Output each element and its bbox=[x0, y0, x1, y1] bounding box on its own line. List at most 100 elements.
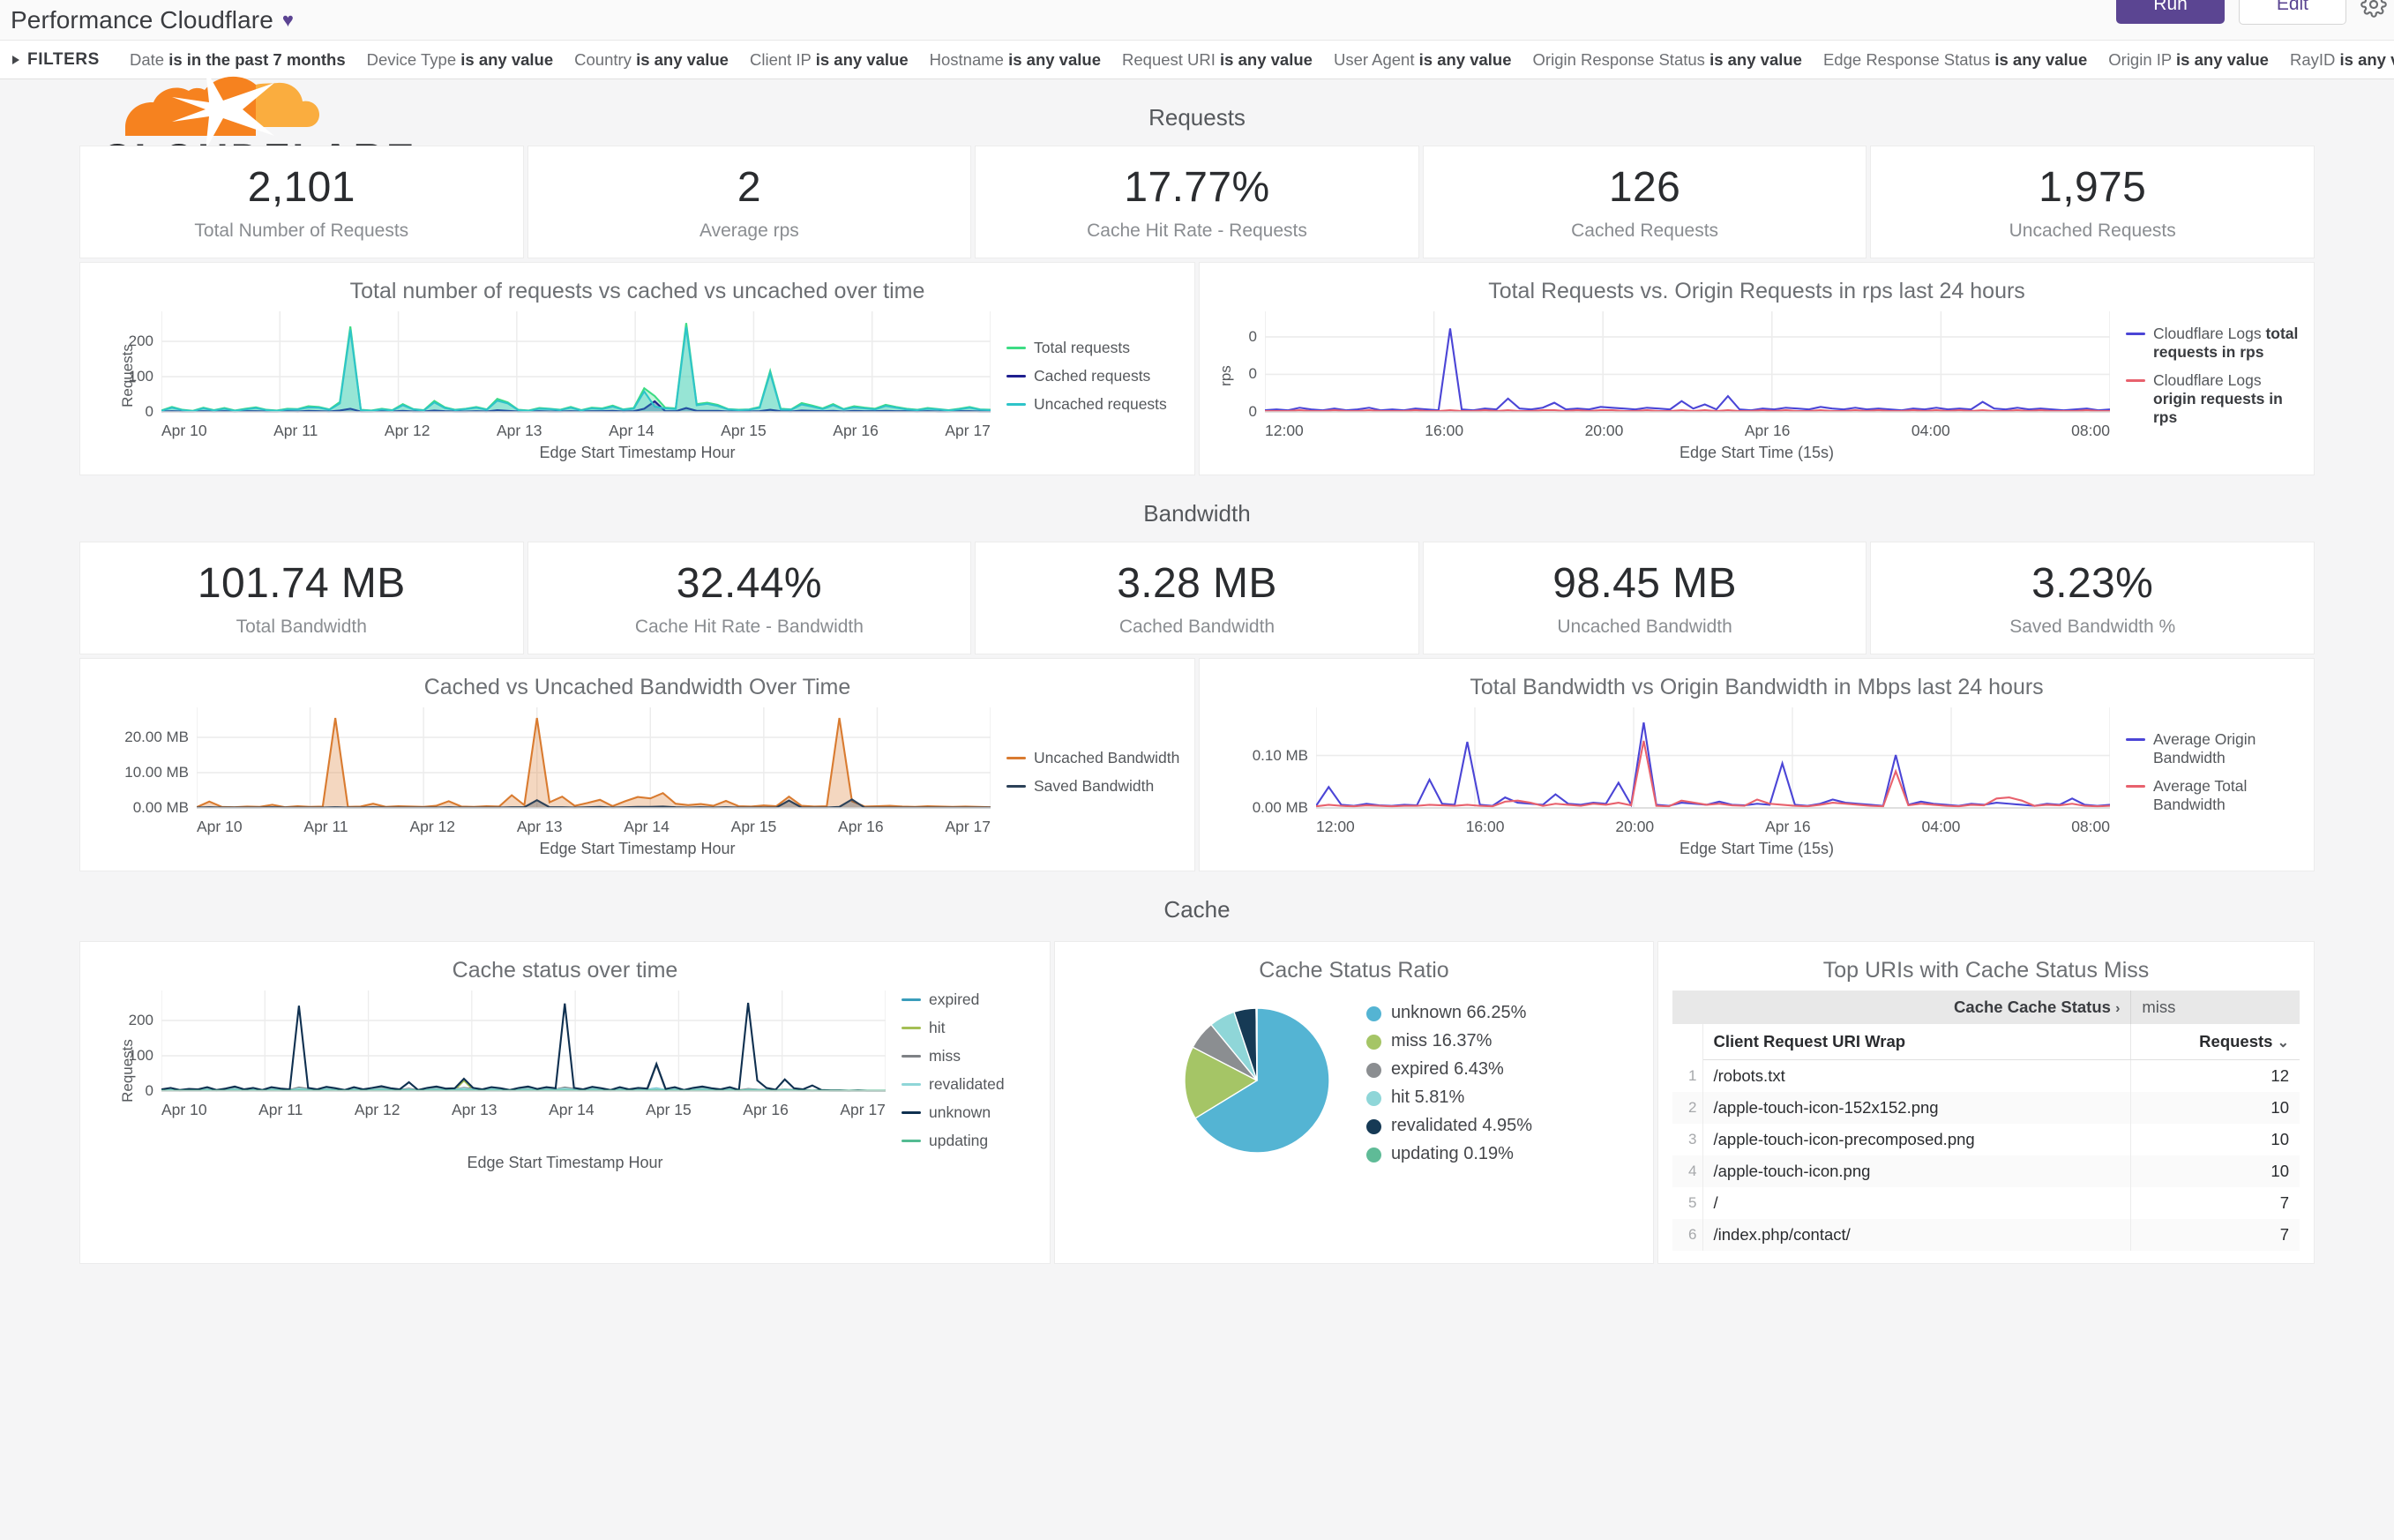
kpi-value: 1,975 bbox=[2039, 163, 2147, 211]
chart-card-top-uris-table[interactable]: Top URIs with Cache Status Miss Cache Ca… bbox=[1657, 941, 2315, 1264]
requests-kpi-tile[interactable]: 1,975 Uncached Requests bbox=[1870, 146, 2315, 258]
filter-chip-origin-ip[interactable]: Origin IP is any value bbox=[2098, 50, 2279, 70]
chart-legend[interactable]: Cloudflare Logs total requests in rps Clo… bbox=[2110, 311, 2300, 440]
filter-field: Country bbox=[574, 49, 637, 69]
chart-card-bandwidth-over-time[interactable]: Cached vs Uncached Bandwidth Over Time 0… bbox=[79, 658, 1195, 871]
bandwidth-kpi-tile[interactable]: 32.44% Cache Hit Rate - Bandwidth bbox=[527, 542, 972, 654]
bandwidth-kpi-tile[interactable]: 98.45 MB Uncached Bandwidth bbox=[1422, 542, 1867, 654]
group-value-cell: miss bbox=[2130, 991, 2300, 1024]
chart-card-requests-over-time[interactable]: Total number of requests vs cached vs un… bbox=[79, 262, 1195, 475]
pie-legend-item[interactable]: expired 6.43% bbox=[1365, 1059, 1532, 1080]
edit-button[interactable]: Edit bbox=[2238, 0, 2346, 25]
plot-area[interactable]: 0.00 MB 0.10 MB 12:00 16:00 20:00 Apr 16 04:0… bbox=[1214, 707, 2110, 836]
filter-value: is any value bbox=[1008, 49, 1101, 69]
legend-label: Uncached Bandwidth bbox=[1034, 748, 1180, 766]
requests-kpi-tile[interactable]: 126 Cached Requests bbox=[1422, 146, 1867, 258]
chart-card-requests-vs-origin[interactable]: Total Requests vs. Origin Requests in rp… bbox=[1199, 262, 2315, 475]
legend-item[interactable]: unknown bbox=[901, 1103, 1036, 1122]
plot-area[interactable]: Requests 0 100 200 Apr 10 Apr 11 Apr 12 Apr 1… bbox=[94, 311, 991, 440]
legend-label: updating bbox=[929, 1132, 989, 1149]
chart-card-cache-status-ratio[interactable]: Cache Status Ratio unknown 66.25% miss 16… bbox=[1054, 941, 1654, 1264]
table-row[interactable]: 1/robots.txt 12 bbox=[1672, 1059, 2300, 1092]
cell-uri[interactable]: /apple-touch-icon-152x152.png bbox=[1702, 1092, 2132, 1124]
bandwidth-chart-row: Cached vs Uncached Bandwidth Over Time 0… bbox=[79, 658, 2315, 871]
filter-chip-origin-response-status[interactable]: Origin Response Status is any value bbox=[1522, 50, 1813, 70]
legend-swatch bbox=[901, 1140, 921, 1143]
table-row[interactable]: 4/apple-touch-icon.png 10 bbox=[1672, 1155, 2300, 1187]
legend-item[interactable]: revalidated bbox=[901, 1075, 1036, 1094]
requests-kpi-tile[interactable]: 2 Average rps bbox=[527, 146, 972, 258]
requests-kpi-tile[interactable]: 17.77% Cache Hit Rate - Requests bbox=[975, 146, 1419, 258]
filter-chip-user-agent[interactable]: User Agent is any value bbox=[1323, 50, 1522, 70]
x-tick-label: 08:00 bbox=[2071, 422, 2110, 439]
cell-uri[interactable]: /apple-touch-icon.png bbox=[1702, 1155, 2132, 1187]
table-row[interactable]: 3/apple-touch-icon-precomposed.png 10 bbox=[1672, 1124, 2300, 1155]
top-uris-table[interactable]: Cache Cache Status › miss Client Request… bbox=[1672, 991, 2300, 1251]
legend-item[interactable]: Cloudflare Logs origin requests in rps bbox=[2126, 371, 2300, 427]
pie-legend[interactable]: unknown 66.25% miss 16.37% expired 6.43% hi… bbox=[1365, 1003, 1532, 1164]
cell-uri[interactable]: /index.php/contact/ bbox=[1702, 1219, 2132, 1251]
chart-legend[interactable]: Uncached Bandwidth Saved Bandwidth bbox=[991, 707, 1180, 836]
chart-legend[interactable]: expired hit miss revalidated unknown updating bbox=[886, 991, 1036, 1150]
pie-legend-item[interactable]: revalidated 4.95% bbox=[1365, 1116, 1532, 1136]
table-row[interactable]: 6/index.php/contact/7 bbox=[1672, 1219, 2300, 1251]
cell-uri[interactable]: / bbox=[1702, 1187, 2132, 1219]
plot-svg: 0.00 MB 10.00 MB 20.00 MB bbox=[124, 707, 991, 816]
run-button[interactable]: Run bbox=[2116, 0, 2225, 24]
filter-chip-hostname[interactable]: Hostname is any value bbox=[919, 50, 1111, 70]
legend-item[interactable]: Average Origin Bandwidth bbox=[2126, 730, 2300, 767]
legend-item[interactable]: expired bbox=[901, 991, 1036, 1009]
filter-chip-device-type[interactable]: Device Type is any value bbox=[356, 50, 565, 70]
plot-area[interactable]: Requests 0 100 200 Apr 10 Apr 11 Apr 12 Apr 1… bbox=[94, 991, 886, 1150]
x-tick-label: Apr 15 bbox=[721, 422, 767, 439]
filter-chip-country[interactable]: Country is any value bbox=[564, 50, 739, 70]
x-tick-label: Apr 16 bbox=[1744, 422, 1791, 439]
cell-uri[interactable]: /robots.txt bbox=[1702, 1059, 2132, 1092]
legend-item[interactable]: miss bbox=[901, 1047, 1036, 1065]
filter-chip-request-uri[interactable]: Request URI is any value bbox=[1111, 50, 1323, 70]
gear-icon[interactable] bbox=[2360, 0, 2387, 18]
pie-legend-item[interactable]: hit 5.81% bbox=[1365, 1088, 1532, 1108]
column-header-uri[interactable]: Client Request URI Wrap bbox=[1702, 1024, 2132, 1060]
requests-kpi-tile[interactable]: 2,101 Total Number of Requests bbox=[79, 146, 524, 258]
group-header-cell[interactable]: Cache Cache Status › bbox=[1672, 991, 2132, 1024]
x-tick-label: Apr 17 bbox=[945, 818, 991, 835]
legend-item[interactable]: Total requests bbox=[1006, 339, 1180, 357]
legend-item[interactable]: Uncached requests bbox=[1006, 395, 1180, 414]
filters-toggle[interactable]: FILTERS bbox=[12, 50, 119, 70]
legend-item[interactable]: updating bbox=[901, 1132, 1036, 1150]
column-header-requests[interactable]: Requests ⌄ bbox=[2130, 1024, 2300, 1060]
table-row[interactable]: 2/apple-touch-icon-152x152.png 10 bbox=[1672, 1092, 2300, 1124]
chart-legend[interactable]: Total requests Cached requests Uncached re… bbox=[991, 311, 1180, 440]
filter-chip-edge-response-status[interactable]: Edge Response Status is any value bbox=[1813, 50, 2098, 70]
filter-chip-date[interactable]: Date is in the past 7 months bbox=[119, 50, 356, 70]
chart-legend[interactable]: Average Origin Bandwidth Average Total Ba… bbox=[2110, 707, 2300, 836]
filter-chip-rayid[interactable]: RayID is any valu... bbox=[2279, 50, 2394, 70]
x-tick-label: Apr 11 bbox=[303, 818, 348, 835]
pie-legend-item[interactable]: unknown 66.25% bbox=[1365, 1003, 1532, 1023]
legend-item[interactable]: Cached requests bbox=[1006, 367, 1180, 385]
legend-item[interactable]: Cloudflare Logs total requests in rps bbox=[2126, 325, 2300, 362]
legend-item[interactable]: Average Total Bandwidth bbox=[2126, 777, 2300, 814]
heart-icon[interactable]: ♥ bbox=[281, 8, 295, 31]
plot-area[interactable]: rps 0 0 0 12:00 16:00 20:00 Apr 16 04:00 08:00 bbox=[1214, 311, 2110, 440]
cell-uri[interactable]: /apple-touch-icon-precomposed.png bbox=[1702, 1124, 2132, 1155]
bandwidth-kpi-tile[interactable]: 3.23% Saved Bandwidth % bbox=[1870, 542, 2315, 654]
pie-chart[interactable] bbox=[1176, 999, 1340, 1168]
chart-card-bandwidth-vs-origin[interactable]: Total Bandwidth vs Origin Bandwidth in M… bbox=[1199, 658, 2315, 871]
pie-legend-item[interactable]: updating 0.19% bbox=[1365, 1144, 1532, 1164]
legend-label: revalidated bbox=[929, 1075, 1005, 1093]
chart-title: Total Bandwidth vs Origin Bandwidth in M… bbox=[1470, 675, 2044, 699]
plot-area[interactable]: 0.00 MB 10.00 MB 20.00 MB Apr 10 Apr 11 Apr … bbox=[94, 707, 991, 836]
bandwidth-kpi-tile[interactable]: 3.28 MB Cached Bandwidth bbox=[975, 542, 1419, 654]
legend-item[interactable]: Saved Bandwidth bbox=[1006, 777, 1180, 796]
x-tick-labels: 12:00 16:00 20:00 Apr 16 04:00 08:00 bbox=[1265, 422, 2110, 440]
filter-chip-client-ip[interactable]: Client IP is any value bbox=[739, 50, 919, 70]
x-tick-labels: Apr 10 Apr 11 Apr 12 Apr 13 Apr 14 Apr 15 Apr … bbox=[161, 1101, 886, 1119]
pie-legend-item[interactable]: miss 16.37% bbox=[1365, 1031, 1532, 1051]
chart-card-cache-status-over-time[interactable]: Cache status over time Requests 0 100 200 … bbox=[79, 941, 1051, 1264]
legend-item[interactable]: Uncached Bandwidth bbox=[1006, 749, 1180, 767]
legend-item[interactable]: hit bbox=[901, 1019, 1036, 1037]
bandwidth-kpi-tile[interactable]: 101.74 MB Total Bandwidth bbox=[79, 542, 524, 654]
table-row[interactable]: 5/ 7 bbox=[1672, 1187, 2300, 1219]
